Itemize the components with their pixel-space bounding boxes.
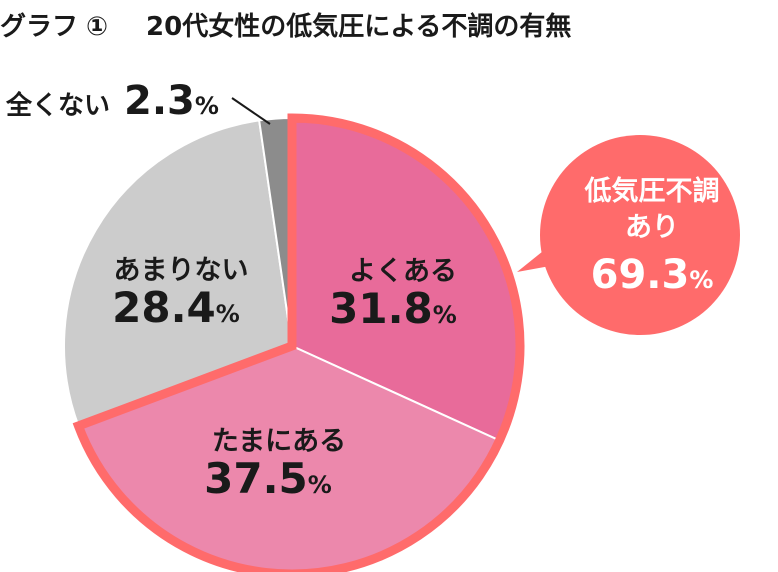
slice-value: 31.8: [329, 284, 433, 333]
slice-label-yokuaru: よくある 31.8%: [329, 256, 457, 333]
slice-name: あまりない: [114, 255, 249, 286]
callout-unit: %: [689, 266, 713, 294]
chart-title-text: 20代女性の低気圧による不調の有無: [146, 12, 572, 42]
highlight-border: [72, 113, 525, 572]
chart-title-label: グラフ: [0, 12, 79, 42]
chart-title-number: ①: [86, 12, 109, 42]
svg-text:31.8%: 31.8%: [329, 284, 457, 333]
callout-line2: あり: [625, 212, 679, 243]
callout-circle: [540, 135, 740, 335]
slice-unit: %: [308, 471, 332, 499]
slice-value: 37.5: [204, 454, 308, 503]
callout-value: 69.3: [591, 252, 690, 298]
slice-unit: %: [216, 300, 240, 328]
chart-title: グラフ ① 20代女性の低気圧による不調の有無: [0, 6, 778, 43]
svg-text:37.5%: 37.5%: [204, 454, 332, 503]
slice-name: たまにある: [212, 426, 346, 457]
slice-unit: %: [433, 301, 457, 329]
svg-text:69.3%: 69.3%: [591, 252, 714, 298]
slice-name: 全くない: [5, 90, 110, 121]
slice-name: よくある: [349, 256, 457, 287]
pie-slice-3: [63, 119, 294, 428]
slice-label-mattakunai: 全くない 2.3%: [5, 78, 219, 124]
svg-text:28.4%: 28.4%: [112, 283, 240, 332]
slice-label-amarinai: あまりない 28.4%: [112, 255, 248, 332]
slice-unit: %: [195, 92, 219, 120]
slice-value: 28.4: [112, 283, 216, 332]
leader-line-zenkunai: [231, 97, 271, 125]
slice-value: 2.3: [124, 78, 195, 124]
callout-line1: 低気圧不調: [584, 175, 720, 207]
slice-label-tamaniaru: たまにある 37.5%: [204, 426, 346, 503]
callout-bubble: 低気圧不調 あり 69.3%: [517, 135, 740, 335]
